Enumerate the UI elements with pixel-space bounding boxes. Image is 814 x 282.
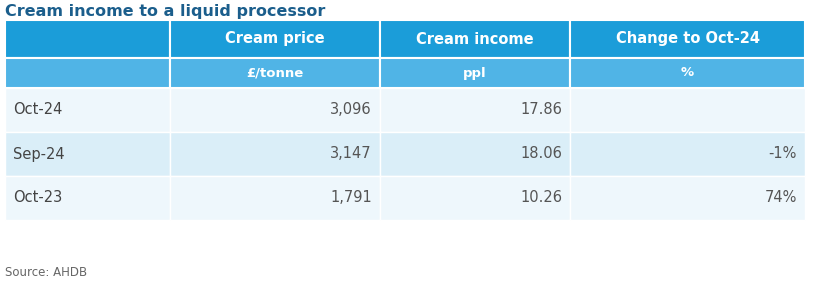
Bar [570, 58, 805, 88]
Bar [380, 20, 570, 58]
Bar [570, 20, 805, 58]
Bar [380, 88, 570, 132]
Bar [170, 20, 380, 58]
Text: 3,147: 3,147 [330, 147, 372, 162]
Text: Source: AHDB: Source: AHDB [5, 266, 87, 279]
Bar [5, 58, 170, 88]
Text: Sep-24: Sep-24 [13, 147, 64, 162]
Bar [380, 132, 570, 176]
Text: 17.86: 17.86 [520, 102, 562, 118]
Text: 3,096: 3,096 [330, 102, 372, 118]
Text: 10.26: 10.26 [520, 191, 562, 206]
Text: Oct-23: Oct-23 [13, 191, 62, 206]
Text: Oct-24: Oct-24 [13, 102, 63, 118]
Bar [5, 132, 170, 176]
Bar [170, 176, 380, 220]
Bar [380, 176, 570, 220]
Bar [170, 88, 380, 132]
Text: 74%: 74% [764, 191, 797, 206]
Bar [5, 176, 170, 220]
Text: %: % [681, 67, 694, 80]
Text: Cream income: Cream income [416, 32, 534, 47]
Bar [570, 176, 805, 220]
Text: -1%: -1% [768, 147, 797, 162]
Text: 1,791: 1,791 [330, 191, 372, 206]
Bar [570, 88, 805, 132]
Bar [570, 132, 805, 176]
Bar [170, 58, 380, 88]
Bar [5, 88, 170, 132]
Text: Cream income to a liquid processor: Cream income to a liquid processor [5, 4, 326, 19]
Text: Cream price: Cream price [225, 32, 325, 47]
Bar [170, 132, 380, 176]
Bar [380, 58, 570, 88]
Bar [5, 20, 170, 58]
Text: 18.06: 18.06 [520, 147, 562, 162]
Text: ppl: ppl [463, 67, 487, 80]
Text: £/tonne: £/tonne [247, 67, 304, 80]
Text: Change to Oct-24: Change to Oct-24 [615, 32, 759, 47]
